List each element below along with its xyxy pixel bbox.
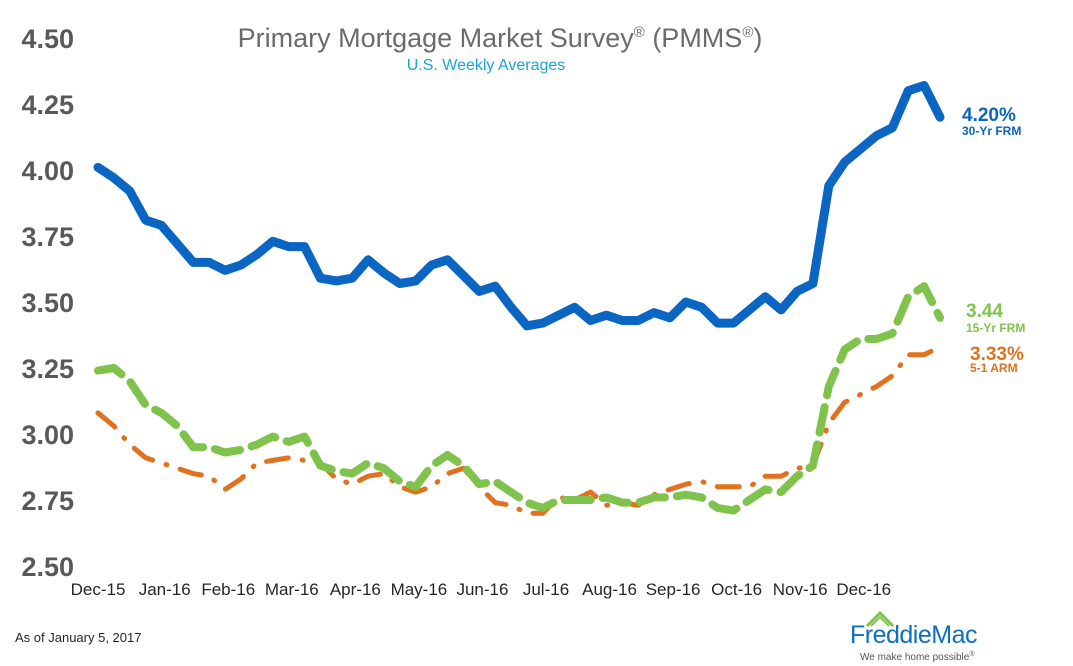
series-5-1-arm [95,344,943,516]
x-tick-label: May-16 [391,580,448,599]
x-tick-label: Feb-16 [201,580,255,599]
x-tick-label: Oct-16 [711,580,762,599]
y-tick-label: 4.00 [21,156,74,186]
series-label-15yr: 3.44 15-Yr FRM [966,301,1025,335]
series-15yr-value: 3.44 [966,301,1003,322]
logo-tagline: We make home possible® [860,650,975,663]
chart-title: Primary Mortgage Market Survey® (PMMS®) [238,23,763,53]
series-line-30-yr-frm [93,81,945,331]
series-line-15-yr-frm [94,282,944,515]
freddie-mac-logo: FreddieMac We make home possible® [850,610,978,663]
x-tick-label: Jan-16 [139,580,191,599]
series-layer [93,81,945,516]
y-tick-label: 2.50 [21,552,74,582]
y-tick-label: 3.50 [21,288,74,318]
as-of-date: As of January 5, 2017 [15,630,141,645]
series-arm-value: 3.33% [970,344,1024,365]
y-tick-label: 3.00 [21,420,74,450]
x-tick-label: Sep-16 [646,580,701,599]
series-line-5-1-arm [95,344,943,516]
series-15yr-name: 15-Yr FRM [966,321,1025,335]
series-15-yr-frm [94,282,944,515]
logo-wordmark: FreddieMac [850,621,977,649]
x-tick-label: Aug-16 [582,580,637,599]
x-tick-label: Apr-16 [330,580,381,599]
series-30yr-value: 4.20% [962,105,1016,126]
x-tick-label: Jul-16 [523,580,569,599]
series-30-yr-frm [93,81,945,331]
series-label-arm: 3.33% 5-1 ARM [970,344,1024,375]
x-tick-label: Jun-16 [456,580,508,599]
series-30yr-name: 30-Yr FRM [962,124,1021,138]
x-tick-label: Dec-15 [71,580,126,599]
chart-subtitle: U.S. Weekly Averages [407,57,566,74]
y-axis: 2.50 2.75 3.00 3.25 3.50 3.75 4.00 4.25 4.50 [21,24,74,582]
y-tick-label: 3.75 [21,222,74,252]
y-tick-label: 2.75 [21,486,74,516]
y-tick-label: 3.25 [21,354,74,384]
y-tick-label: 4.25 [21,90,74,120]
house-roof-icon [865,610,895,628]
x-axis: Dec-15 Jan-16 Feb-16 Mar-16 Apr-16 May-16 Jun-… [71,580,892,599]
y-tick-label: 4.50 [21,24,74,54]
x-tick-label: Dec-16 [836,580,891,599]
series-label-30yr: 4.20% 30-Yr FRM [962,105,1021,138]
x-tick-label: Nov-16 [773,580,828,599]
x-tick-label: Mar-16 [265,580,319,599]
series-arm-name: 5-1 ARM [970,361,1018,375]
